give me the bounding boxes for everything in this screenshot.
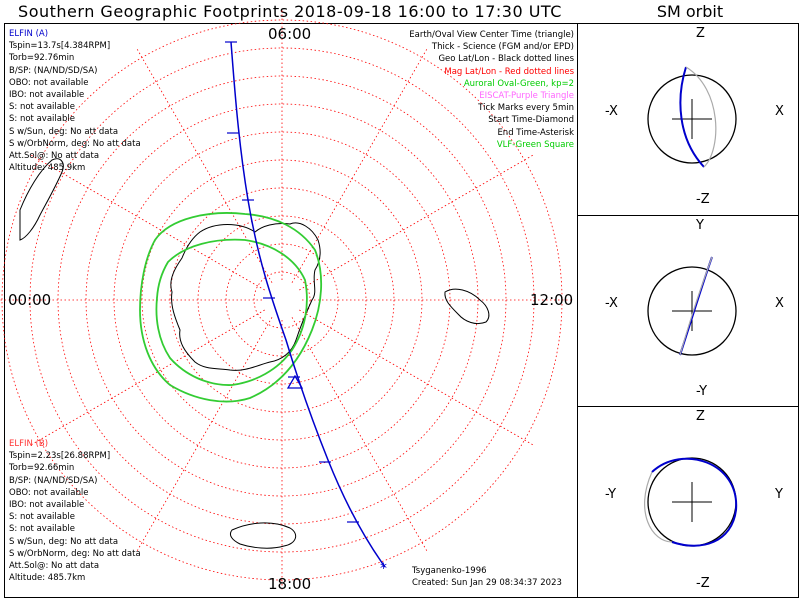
legend-item: Auroral Oval-Green, kp=2 bbox=[463, 78, 574, 89]
elfin-a-line: Att.Sol@: No att data bbox=[9, 151, 100, 162]
elfin-a-line: B/SP: (NA/ND/SD/SA) bbox=[9, 65, 98, 76]
legend-item: Tick Marks every 5min bbox=[478, 103, 574, 114]
elfin-orbit-track bbox=[230, 41, 386, 568]
australia-coastline bbox=[19, 158, 64, 241]
elfin-a-line: S w/Sun, deg: No att data bbox=[9, 126, 119, 137]
elfin-a-line: Tspin=13.7s[4.384RPM] bbox=[9, 41, 111, 52]
mag-grid-circle bbox=[197, 215, 367, 385]
sm-orbit-back bbox=[644, 471, 673, 543]
sm-orbit-path bbox=[651, 457, 738, 547]
elfin-b-line: Att.Sol@: No att data bbox=[9, 561, 100, 572]
mlt-label-right: 12:00 bbox=[530, 291, 574, 309]
mlt-label-bottom: 18:00 bbox=[268, 575, 312, 593]
legend-item: End Time-Asterisk bbox=[497, 127, 574, 138]
elfin-a-line: S: not available bbox=[9, 102, 75, 113]
legend-item: Geo Lat/Lon - Black dotted lines bbox=[438, 54, 574, 65]
elfin-a-line: Torb=92.76min bbox=[9, 53, 75, 64]
sm-orbit-title: SM orbit bbox=[656, 2, 724, 21]
elfin-b-line: S w/OrbNorm, deg: No att data bbox=[9, 548, 141, 559]
elfin-a-header: ELFIN (A) bbox=[9, 29, 49, 39]
elfin-b-line: S w/Sun, deg: No att data bbox=[9, 536, 119, 547]
sm2-left: -X bbox=[605, 296, 618, 311]
elfin-b-line: S: not available bbox=[9, 512, 75, 523]
plot-title: Southern Geographic Footprints 2018-09-1… bbox=[18, 2, 562, 21]
mag-grid-meridian bbox=[30, 309, 265, 446]
mag-grid-circle bbox=[113, 131, 451, 469]
elfin-b-line: Altitude: 485.7km bbox=[9, 573, 86, 584]
legend-item: Thick - Science (FGM and/or EPD) bbox=[431, 42, 574, 53]
sm3-left: -Y bbox=[605, 487, 617, 502]
legend-item: VLF-Green Square bbox=[496, 139, 574, 150]
south-america-coastline bbox=[444, 288, 490, 325]
mag-grid-meridian bbox=[299, 154, 534, 291]
sm-layer bbox=[644, 66, 738, 547]
elfin-b-line: IBO: not available bbox=[9, 500, 85, 511]
mlt-label-top: 06:00 bbox=[268, 25, 312, 43]
elfin-b-line: Torb=92.66min bbox=[9, 463, 75, 474]
legend-item: Mag Lat/Lon - Red dotted lines bbox=[444, 66, 574, 77]
earth-circle bbox=[647, 266, 737, 356]
antarctica-coastline bbox=[170, 222, 321, 371]
sm1-top: Z bbox=[696, 26, 705, 41]
mlt-label-left: 00:00 bbox=[8, 291, 52, 309]
sm1-bottom: -Z bbox=[696, 192, 710, 207]
legend-item: EISCAT-Purple Triangle bbox=[479, 91, 574, 102]
sm2-top: Y bbox=[696, 218, 704, 233]
elfin-a-info: ELFIN (A) Tspin=13.7s[4.384RPM] Torb=92.… bbox=[9, 28, 141, 174]
elfin-a-line: IBO: not available bbox=[9, 90, 85, 101]
sm-orbit-path bbox=[679, 66, 705, 168]
map-layer: * bbox=[0, 10, 572, 590]
sm3-top: Z bbox=[696, 409, 705, 424]
mag-grid-meridian bbox=[291, 317, 428, 552]
view-center-triangle bbox=[286, 374, 304, 389]
auroral-oval-outer bbox=[139, 212, 323, 403]
sm-orbit-back bbox=[685, 66, 717, 168]
africa-coastline bbox=[229, 522, 297, 549]
mag-grid-meridian bbox=[136, 48, 273, 283]
sm-frame bbox=[577, 23, 799, 598]
mag-grid-meridian bbox=[291, 48, 428, 283]
elfin-a-line: S: not available bbox=[9, 114, 75, 125]
elfin-a-line: S w/OrbNorm, deg: No att data bbox=[9, 138, 141, 149]
legend: Earth/Oval View Center Time (triangle) T… bbox=[409, 29, 574, 151]
elfin-b-line: S: not available bbox=[9, 524, 75, 535]
mag-grid-meridian bbox=[299, 309, 534, 446]
elfin-a-line: Altitude: 485.9km bbox=[9, 163, 86, 174]
sm1-left: -X bbox=[605, 104, 618, 119]
mag-grid-circle bbox=[225, 243, 339, 357]
sm3-right: Y bbox=[775, 487, 783, 502]
elfin-a-line: OBO: not available bbox=[9, 77, 89, 88]
earth-circle bbox=[647, 74, 737, 164]
auroral-oval-inner bbox=[155, 238, 308, 386]
legend-item: Earth/Oval View Center Time (triangle) bbox=[409, 30, 574, 40]
sm2-bottom: -Y bbox=[696, 384, 708, 399]
legend-item: Start Time-Diamond bbox=[488, 115, 574, 126]
elfin-b-line: B/SP: (NA/ND/SD/SA) bbox=[9, 475, 98, 486]
elfin-b-line: OBO: not available bbox=[9, 487, 89, 498]
mag-grid-circle bbox=[253, 271, 311, 329]
sm3-bottom: -Z bbox=[696, 576, 710, 591]
sm1-right: X bbox=[775, 104, 784, 119]
sm2-right: X bbox=[775, 296, 784, 311]
created-label: Created: Sun Jan 29 08:34:37 2023 bbox=[412, 578, 562, 588]
mag-grid-circle bbox=[141, 159, 423, 441]
mag-grid-meridian bbox=[30, 154, 265, 291]
mag-grid-meridian bbox=[136, 317, 273, 552]
model-label: Tsyganenko-1996 bbox=[412, 566, 487, 576]
sm-orbit-back bbox=[679, 256, 713, 356]
elfin-b-line: Tspin=2.23s[26.88RPM] bbox=[9, 451, 111, 462]
end-time-asterisk: * bbox=[380, 561, 387, 577]
elfin-b-info: ELFIN (B) Tspin=2.23s[26.88RPM] Torb=92.… bbox=[9, 438, 141, 584]
elfin-b-header: ELFIN (B) bbox=[9, 439, 49, 449]
